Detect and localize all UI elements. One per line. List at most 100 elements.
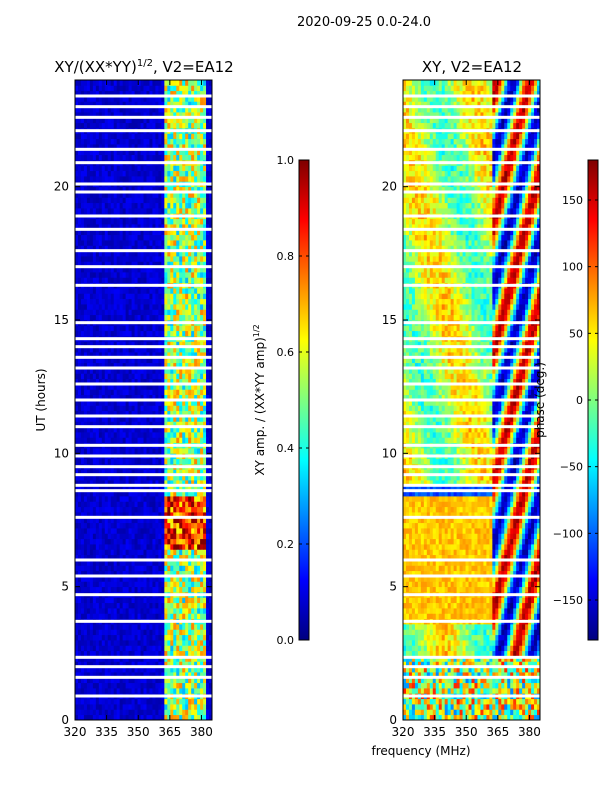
amp-heat-cell [182, 501, 186, 508]
phase-title: XY, V2=EA12 [422, 58, 522, 76]
amp-heat-cell [167, 346, 171, 353]
amp-heat-cell [98, 714, 103, 720]
amp-heat-cell [185, 357, 189, 364]
amp-heat-cell [152, 448, 156, 454]
amp-heat-cell [170, 165, 174, 172]
amp-heat-cell [110, 469, 115, 476]
amp-heat-cell [197, 298, 201, 305]
amp-heat-cell [149, 362, 153, 369]
amp-heat-cell [116, 501, 121, 508]
amp-heat-cell [182, 512, 186, 518]
amp-heat-cell [155, 448, 159, 454]
amp-heat-cell [125, 277, 130, 284]
amp-heat-cell [164, 570, 168, 577]
amp-heat-cell [209, 293, 212, 300]
amp-heat-cell [185, 261, 189, 268]
amp-heat-cell [89, 554, 94, 561]
amp-heat-cell [95, 309, 100, 316]
amp-heat-cell [152, 682, 156, 689]
amp-heat-cell [203, 218, 207, 225]
amp-heat-cell [179, 197, 183, 204]
amp-heat-cell [191, 410, 195, 417]
amp-heat-cell [95, 362, 100, 369]
amp-heat-cell [191, 661, 195, 668]
amp-heat-cell [95, 373, 100, 380]
amp-heat-cell [128, 581, 132, 588]
amp-heat-cell [167, 362, 171, 369]
amp-heat-cell [77, 709, 82, 716]
amp-heat-cell [146, 208, 150, 214]
amp-heat-cell [140, 565, 144, 572]
amp-heat-cell [155, 362, 159, 369]
amp-heat-cell [158, 650, 162, 657]
amp-heat-cell [167, 677, 171, 684]
amp-heat-cell [86, 528, 91, 534]
amp-heat-cell [209, 373, 212, 380]
amp-heat-cell [98, 330, 103, 337]
amp-heat-cell [122, 458, 127, 465]
amp-heat-cell [134, 512, 138, 518]
amp-heat-cell [170, 528, 174, 534]
amp-heat-cell [86, 234, 91, 241]
amp-heat-cell [197, 309, 201, 316]
amp-heat-cell [143, 234, 147, 241]
amp-heat-cell [140, 496, 144, 502]
amp-heat-cell [107, 400, 112, 406]
amp-heat-cell [191, 448, 195, 454]
amp-heat-cell [185, 490, 189, 497]
amp-heat-cell [98, 256, 103, 262]
amp-heat-cell [116, 256, 121, 262]
amp-heat-cell [92, 490, 97, 497]
amp-heat-cell [161, 549, 165, 556]
amp-heat-cell [134, 325, 138, 332]
amp-heat-cell [200, 176, 204, 182]
amp-heat-cell [167, 522, 171, 529]
amp-heat-cell [77, 522, 82, 529]
amp-heat-cell [203, 608, 207, 614]
amp-heat-cell [116, 581, 121, 588]
amp-heat-cell [158, 682, 162, 689]
amp-heat-cell [125, 645, 130, 652]
amp-heat-cell [107, 666, 112, 673]
amp-heat-cell [143, 245, 147, 252]
amp-heat-cell [167, 304, 171, 310]
amp-heat-cell [206, 261, 210, 268]
amp-heat-cell [83, 266, 88, 273]
amp-heat-cell [167, 586, 171, 593]
amp-heat-cell [116, 565, 121, 572]
amp-heat-cell [206, 309, 210, 316]
amp-heat-cell [77, 469, 82, 476]
amp-heat-cell [104, 560, 109, 566]
amp-heat-cell [167, 512, 171, 518]
amp-heat-cell [107, 330, 112, 337]
amp-heat-cell [146, 384, 150, 390]
amp-heat-cell [158, 293, 162, 300]
amp-heat-cell [179, 384, 183, 390]
amp-heat-cell [146, 256, 150, 262]
amp-heat-cell [155, 485, 159, 492]
amp-heat-cell [149, 154, 153, 161]
amp-heat-cell [155, 533, 159, 540]
amp-heat-cell [110, 634, 115, 641]
amp-heat-cell [194, 432, 198, 438]
amp-heat-cell [152, 416, 156, 422]
amp-heat-cell [77, 688, 82, 694]
amp-heat-cell [131, 202, 135, 209]
amp-heat-cell [209, 597, 212, 604]
amp-heat-cell [203, 416, 207, 422]
amp-heat-cell [116, 570, 121, 577]
amp-heat-cell [134, 448, 138, 454]
amp-heat-cell [209, 421, 212, 428]
amp-heat-cell [155, 661, 159, 668]
amp-heat-cell [122, 426, 127, 433]
amp-heat-cell [206, 405, 210, 412]
amp-heat-cell [161, 400, 165, 406]
amp-heat-cell [197, 485, 201, 492]
amp-heat-cell [167, 501, 171, 508]
amp-heat-cell [95, 410, 100, 417]
amp-heat-cell [119, 208, 124, 214]
amp-heat-cell [185, 224, 189, 230]
amp-heat-cell [146, 309, 150, 316]
amp-heat-cell [173, 314, 177, 321]
amp-heat-cell [75, 272, 79, 278]
